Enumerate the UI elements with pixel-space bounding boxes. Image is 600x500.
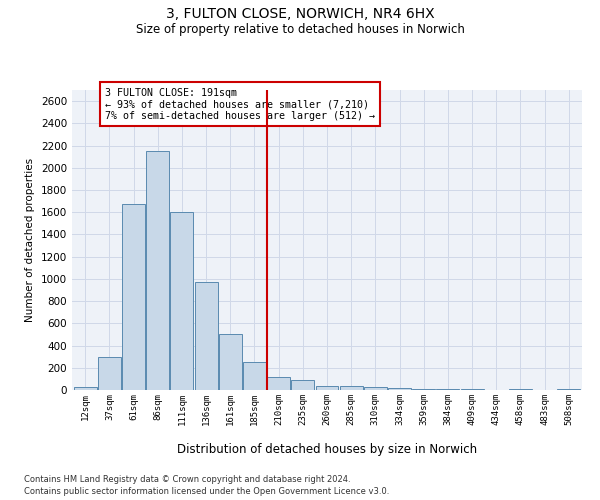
Text: Distribution of detached houses by size in Norwich: Distribution of detached houses by size … [177, 442, 477, 456]
Text: Contains HM Land Registry data © Crown copyright and database right 2024.: Contains HM Land Registry data © Crown c… [24, 475, 350, 484]
Bar [122, 204, 145, 390]
Bar [412, 389, 435, 390]
Bar [388, 388, 411, 390]
Bar [292, 380, 314, 390]
Text: 3 FULTON CLOSE: 191sqm
← 93% of detached houses are smaller (7,210)
7% of semi-d: 3 FULTON CLOSE: 191sqm ← 93% of detached… [105, 88, 375, 120]
Bar [340, 386, 362, 390]
Text: Contains public sector information licensed under the Open Government Licence v3: Contains public sector information licen… [24, 488, 389, 496]
Bar [74, 387, 97, 390]
Bar [364, 387, 387, 390]
Bar [436, 389, 460, 390]
Bar [194, 282, 218, 390]
Bar [146, 151, 169, 390]
Bar [170, 212, 193, 390]
Bar [219, 334, 242, 390]
Y-axis label: Number of detached properties: Number of detached properties [25, 158, 35, 322]
Text: 3, FULTON CLOSE, NORWICH, NR4 6HX: 3, FULTON CLOSE, NORWICH, NR4 6HX [166, 8, 434, 22]
Bar [267, 376, 290, 390]
Bar [98, 356, 121, 390]
Bar [243, 362, 266, 390]
Bar [316, 386, 338, 390]
Text: Size of property relative to detached houses in Norwich: Size of property relative to detached ho… [136, 22, 464, 36]
